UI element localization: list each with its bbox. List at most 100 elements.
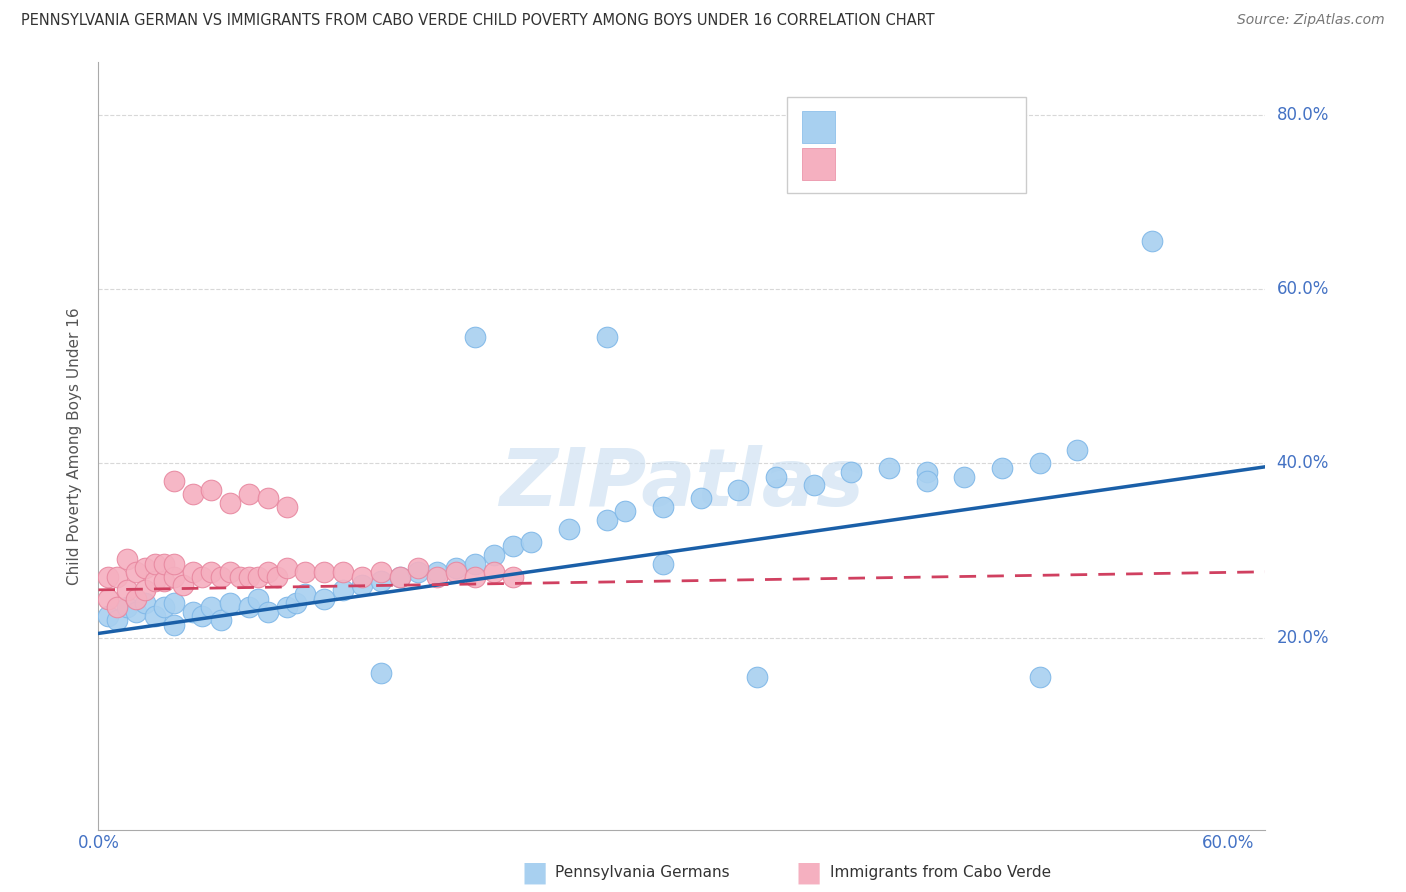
Bar <box>801 147 835 180</box>
Point <box>1028 670 1050 684</box>
Point <box>163 596 186 610</box>
Point <box>294 566 316 580</box>
Point <box>332 582 354 597</box>
Point <box>444 561 467 575</box>
Point <box>464 570 486 584</box>
Point <box>1066 443 1088 458</box>
Text: ■: ■ <box>522 858 547 887</box>
Point <box>388 570 411 584</box>
Point <box>765 469 787 483</box>
Point <box>350 570 373 584</box>
Point <box>595 330 617 344</box>
Y-axis label: Child Poverty Among Boys Under 16: Child Poverty Among Boys Under 16 <box>67 307 83 585</box>
Text: ZIPatlas: ZIPatlas <box>499 445 865 524</box>
Point <box>464 330 486 344</box>
Text: R = 0.025   N = 47: R = 0.025 N = 47 <box>844 154 1015 173</box>
Point <box>209 570 232 584</box>
Text: 60.0%: 60.0% <box>1277 280 1329 298</box>
Point <box>408 566 430 580</box>
Point <box>482 566 505 580</box>
Point <box>370 566 392 580</box>
Point <box>125 566 148 580</box>
Point <box>163 474 186 488</box>
Point <box>256 491 278 506</box>
Point <box>502 570 524 584</box>
Point <box>125 605 148 619</box>
Point <box>97 609 120 624</box>
Point <box>747 670 769 684</box>
Point <box>163 617 186 632</box>
Point <box>163 557 186 571</box>
Point <box>134 582 156 597</box>
Text: 80.0%: 80.0% <box>1277 106 1329 124</box>
Point <box>370 574 392 588</box>
Point <box>482 548 505 562</box>
Point <box>953 469 976 483</box>
Point <box>191 609 214 624</box>
Point <box>247 570 270 584</box>
Text: 40.0%: 40.0% <box>1277 454 1329 473</box>
Point <box>595 513 617 527</box>
Point <box>388 570 411 584</box>
Point <box>200 483 222 497</box>
Point <box>1028 457 1050 471</box>
Point <box>97 570 120 584</box>
Point <box>115 600 138 615</box>
Point <box>332 566 354 580</box>
Point <box>200 566 222 580</box>
Point <box>1142 234 1164 248</box>
Point <box>915 465 938 479</box>
Point <box>294 587 316 601</box>
Point <box>689 491 711 506</box>
Text: Source: ZipAtlas.com: Source: ZipAtlas.com <box>1237 13 1385 28</box>
Point <box>256 566 278 580</box>
Point <box>266 570 288 584</box>
Point <box>426 570 449 584</box>
Point <box>228 570 250 584</box>
Point <box>314 566 336 580</box>
Point <box>915 474 938 488</box>
FancyBboxPatch shape <box>787 97 1026 193</box>
Point <box>172 578 194 592</box>
Point <box>163 570 186 584</box>
Point <box>153 574 176 588</box>
Point <box>238 487 260 501</box>
Point <box>105 613 128 627</box>
Point <box>191 570 214 584</box>
Point <box>238 570 260 584</box>
Point <box>256 605 278 619</box>
Point <box>238 600 260 615</box>
Point <box>370 665 392 680</box>
Point <box>219 496 242 510</box>
Point <box>276 600 298 615</box>
Point <box>181 487 204 501</box>
Text: PENNSYLVANIA GERMAN VS IMMIGRANTS FROM CABO VERDE CHILD POVERTY AMONG BOYS UNDER: PENNSYLVANIA GERMAN VS IMMIGRANTS FROM C… <box>21 13 935 29</box>
Point <box>143 609 166 624</box>
Point <box>219 566 242 580</box>
Text: Immigrants from Cabo Verde: Immigrants from Cabo Verde <box>830 865 1050 880</box>
Point <box>143 574 166 588</box>
Bar <box>801 111 835 143</box>
Point <box>276 561 298 575</box>
Point <box>285 596 308 610</box>
Point <box>143 557 166 571</box>
Point <box>314 591 336 606</box>
Point <box>115 582 138 597</box>
Point <box>276 500 298 514</box>
Point <box>219 596 242 610</box>
Point <box>200 600 222 615</box>
Point <box>97 591 120 606</box>
Point <box>408 561 430 575</box>
Point <box>652 500 675 514</box>
Point <box>181 566 204 580</box>
Point <box>350 578 373 592</box>
Point <box>520 534 543 549</box>
Point <box>134 596 156 610</box>
Point <box>105 600 128 615</box>
Text: ■: ■ <box>796 858 821 887</box>
Point <box>839 465 862 479</box>
Point <box>426 566 449 580</box>
Point <box>444 566 467 580</box>
Point <box>247 591 270 606</box>
Point <box>652 557 675 571</box>
